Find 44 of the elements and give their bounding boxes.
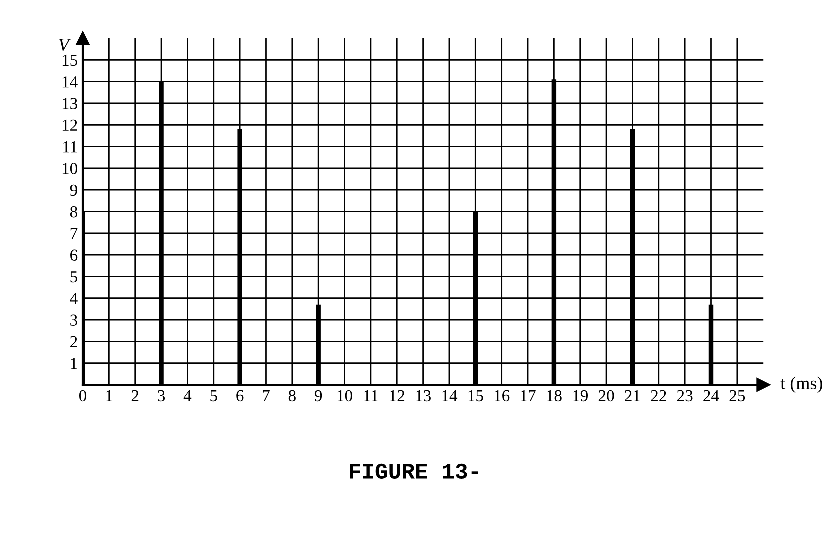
y-tick-label: 6: [70, 250, 78, 262]
y-tick-label: 13: [62, 98, 78, 110]
y-tick-label: 2: [70, 336, 78, 348]
y-tick-label: 9: [70, 184, 78, 196]
x-tick-label: 2: [132, 390, 139, 402]
y-tick-label: 11: [64, 142, 78, 153]
x-tick-label: 14: [442, 390, 458, 402]
x-tick-label: 6: [236, 390, 244, 402]
x-tick-label: 5: [210, 390, 218, 402]
y-tick-label: 12: [62, 120, 78, 131]
x-tick-label: 11: [364, 390, 378, 402]
x-axis-title: t (ms): [780, 376, 822, 394]
caption: FIGURE 13-: [350, 464, 478, 479]
x-tick-label: 7: [263, 390, 270, 402]
x-tick-label: 22: [651, 390, 666, 402]
x-tick-label: 8: [288, 390, 296, 402]
x-tick-label: 18: [547, 390, 562, 402]
x-tick-label: 16: [494, 390, 510, 402]
x-tick-label: 19: [573, 390, 588, 402]
x-tick-label: 20: [598, 390, 614, 402]
y-tick-label: 8: [70, 206, 78, 218]
y-tick-label: 14: [62, 76, 78, 88]
y-tick-label: 4: [70, 293, 78, 304]
x-tick-label: 13: [416, 390, 431, 402]
y-tick-label: 15: [62, 54, 78, 66]
x-tick-label: 23: [677, 390, 693, 402]
x-tick-label: 3: [158, 390, 166, 402]
y-tick-label: 1: [71, 358, 78, 370]
x-tick-label: 17: [521, 390, 536, 402]
x-tick-label: 9: [314, 390, 322, 402]
y-axis-title: V: [59, 39, 72, 52]
y-tick-label: 10: [62, 163, 78, 174]
x-tick-label: 25: [730, 390, 746, 402]
x-tick-label: 15: [468, 390, 484, 402]
x-tick-label: 0: [79, 390, 87, 402]
y-tick-label: 5: [70, 272, 78, 283]
x-tick-label: 4: [184, 390, 192, 402]
x-tick-label: 21: [625, 390, 640, 402]
x-tick-label: 1: [106, 390, 112, 402]
y-tick-label: 7: [70, 228, 78, 240]
x-tick-label: 12: [390, 390, 405, 402]
x-tick-label: 10: [338, 390, 352, 402]
y-tick-label: 3: [70, 314, 78, 326]
x-tick-label: 24: [704, 390, 720, 402]
